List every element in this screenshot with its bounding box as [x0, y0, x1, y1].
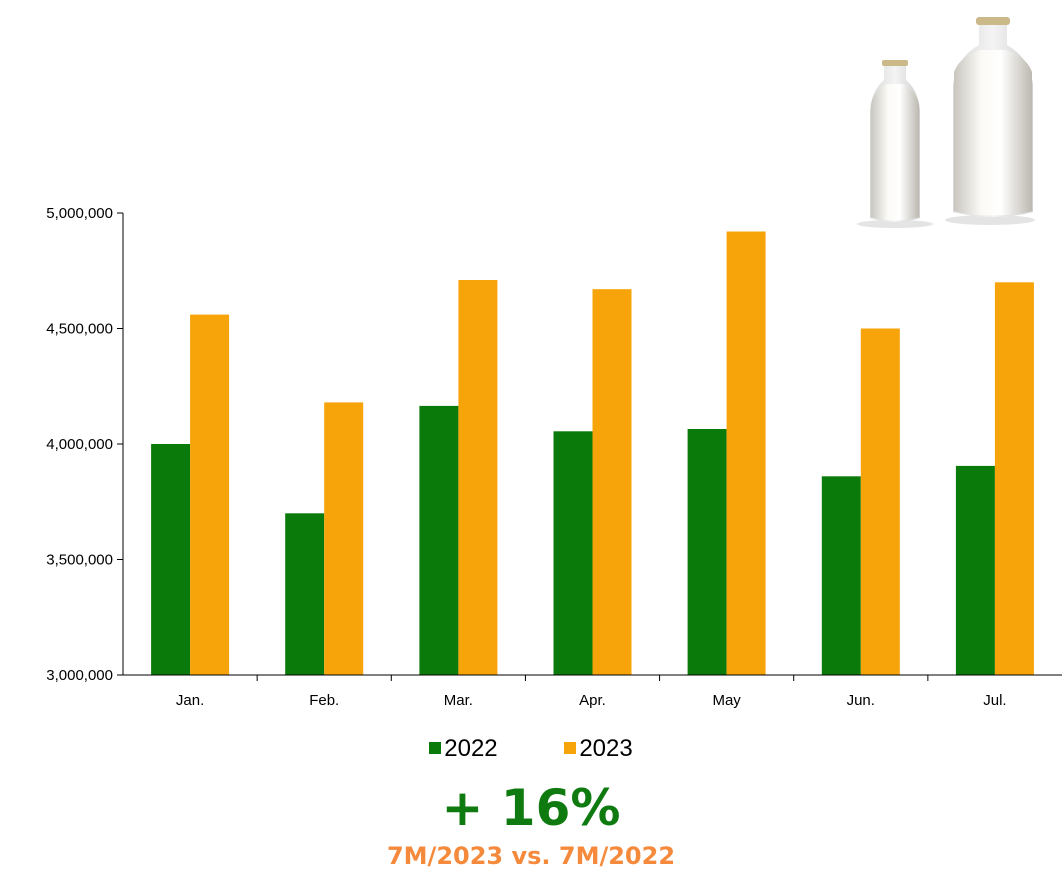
legend-swatch-2022	[429, 742, 442, 754]
bar-2023-jan	[190, 314, 230, 675]
bar-2023-jul	[994, 282, 1034, 675]
legend-item-2022: 2022	[429, 735, 498, 763]
bar-2022-apr	[553, 431, 593, 675]
bar-2023-apr	[592, 289, 632, 675]
milk-bottles-icon	[840, 10, 1060, 230]
chart-legend: 2022 2023	[0, 735, 1062, 763]
x-tick-label: Jun.	[847, 692, 875, 709]
x-tick-label: Mar.	[444, 692, 473, 709]
x-tick-label: Feb.	[309, 692, 339, 709]
legend-item-2023: 2023	[564, 735, 633, 763]
bar-2023-may	[726, 231, 766, 675]
bar-2023-feb	[324, 402, 364, 675]
bar-2022-jan	[151, 444, 191, 675]
bar-2023-jun	[860, 328, 900, 675]
bar-2022-may	[687, 429, 727, 675]
y-tick-label: 5,000,000	[46, 205, 113, 222]
y-tick-label: 4,500,000	[46, 321, 113, 338]
x-tick-label: Apr.	[579, 692, 606, 709]
growth-headline: + 16%	[441, 779, 621, 837]
legend-label-2023: 2023	[579, 735, 633, 762]
bar-2022-mar	[419, 405, 459, 675]
bar-2022-feb	[285, 513, 325, 675]
y-tick-label: 4,000,000	[46, 436, 113, 453]
x-tick-label: May	[712, 692, 741, 709]
y-tick-label: 3,500,000	[46, 552, 113, 569]
legend-swatch-2023	[564, 742, 577, 754]
x-tick-label: Jan.	[176, 692, 204, 709]
bar-chart: 3,000,000 3,500,000 4,000,000 4,500,000 5,00…	[46, 205, 1062, 709]
y-tick-label: 3,000,000	[46, 667, 113, 684]
bar-2022-jul	[955, 465, 995, 675]
legend-label-2022: 2022	[444, 735, 498, 762]
x-tick-label: Jul.	[983, 692, 1006, 709]
bar-2022-jun	[821, 476, 861, 675]
comparison-subtitle: 7M/2023 vs. 7M/2022	[386, 842, 676, 870]
bar-2023-mar	[458, 280, 498, 675]
